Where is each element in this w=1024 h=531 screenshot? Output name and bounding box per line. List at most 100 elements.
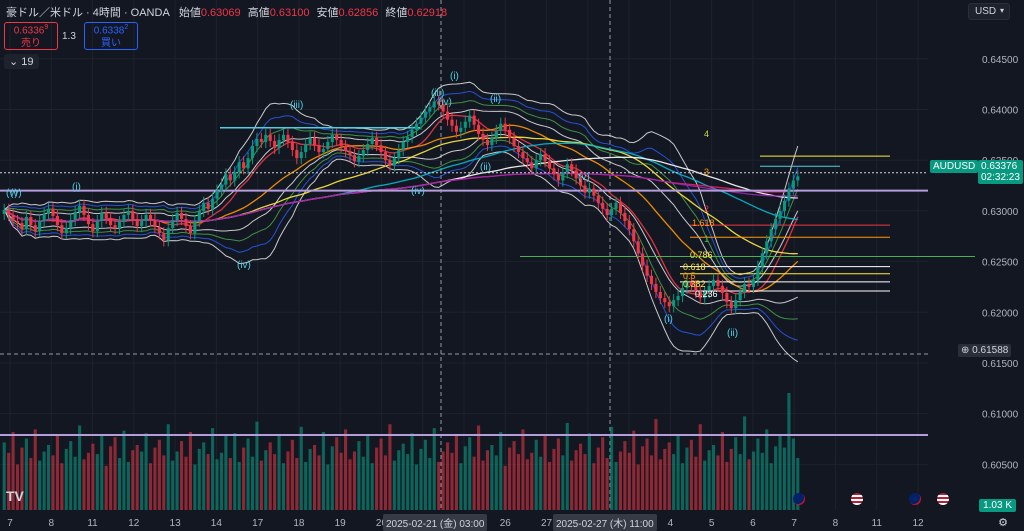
candle-body xyxy=(636,241,640,254)
australia-flag-icon[interactable] xyxy=(793,493,805,505)
volume-bar xyxy=(711,445,716,510)
candle-body xyxy=(778,210,782,220)
candle-body xyxy=(290,141,294,151)
candle-body xyxy=(459,127,463,132)
candle-body xyxy=(738,292,742,301)
candle-body xyxy=(188,226,192,234)
volume-bar xyxy=(601,437,605,510)
volume-bar xyxy=(24,438,28,510)
candle-body xyxy=(148,214,153,221)
volume-bar xyxy=(419,448,423,510)
indicators-collapse-button[interactable]: ⌄ 19 xyxy=(4,54,39,69)
volume-bar xyxy=(361,456,365,510)
volume-bar xyxy=(370,463,374,510)
volume-bar xyxy=(512,441,516,510)
candle-body xyxy=(751,279,756,287)
volume-bar xyxy=(153,447,157,510)
candle-body xyxy=(78,205,82,212)
wave-label: (iii) xyxy=(431,88,444,99)
candle-body xyxy=(211,198,215,209)
candle-body xyxy=(592,188,596,196)
chevron-down-icon: ⌄ xyxy=(9,56,19,68)
candle-body xyxy=(197,210,201,222)
candle-body xyxy=(747,283,751,287)
candle-body xyxy=(490,137,494,145)
symbol-label: AUDUSD xyxy=(933,161,976,172)
fibonacci-label: 1.618 xyxy=(692,218,715,228)
fibonacci-label: 1 xyxy=(704,234,709,244)
candle-body xyxy=(153,220,157,228)
volume-bar xyxy=(109,446,113,510)
candle-body xyxy=(171,220,175,229)
candle-body xyxy=(441,104,445,112)
candle-body xyxy=(583,185,587,193)
volume-bar xyxy=(295,458,299,510)
time-tick-label: 14 xyxy=(211,518,223,529)
wave-label: (i) xyxy=(450,71,459,82)
volume-bar xyxy=(747,459,751,510)
volume-bar xyxy=(304,461,308,510)
volume-bar xyxy=(521,429,525,510)
candle-body xyxy=(397,150,401,159)
volume-bar xyxy=(543,434,547,510)
candle-body xyxy=(680,287,685,297)
crosshair-price-tag[interactable]: ⊕ 0.61588 xyxy=(958,344,1012,357)
candle-body xyxy=(450,119,454,126)
candle-body xyxy=(277,139,281,149)
symbol-price-tag: AUDUSD xyxy=(930,160,979,173)
volume-bar xyxy=(162,455,166,510)
volume-bar xyxy=(703,460,707,510)
candle-body xyxy=(268,134,272,141)
candle-body xyxy=(131,210,135,220)
candle-body xyxy=(534,160,538,169)
candle-body xyxy=(344,146,348,152)
gear-icon[interactable]: ⚙ xyxy=(998,517,1008,529)
volume-bar xyxy=(503,465,507,510)
volume-bar xyxy=(680,463,685,510)
candle-body xyxy=(503,123,507,130)
candle-body xyxy=(561,172,565,181)
fibonacci-label: 0.5 xyxy=(683,271,696,281)
candle-body xyxy=(46,208,51,214)
buy-button[interactable]: 0.63382 買い xyxy=(84,22,138,50)
wave-label: (ii) xyxy=(727,328,738,339)
candle-body xyxy=(246,158,250,169)
volume-bar xyxy=(148,463,153,510)
candle-body xyxy=(273,140,277,149)
candle-body xyxy=(299,152,303,159)
candle-body xyxy=(7,209,11,215)
volume-bar xyxy=(286,451,290,510)
buy-price-sup: 2 xyxy=(124,24,129,32)
candle-body xyxy=(304,143,308,153)
volume-bar xyxy=(667,442,671,510)
volume-bar xyxy=(423,439,427,510)
us-flag-icon[interactable] xyxy=(937,493,949,505)
volume-bar xyxy=(317,455,321,510)
volume-bar xyxy=(383,455,388,510)
tradingview-logo-icon[interactable]: TV xyxy=(6,488,24,504)
us-flag-icon[interactable] xyxy=(851,493,863,505)
volume-bar xyxy=(791,438,795,510)
volume-bar xyxy=(468,437,472,510)
volume-bar xyxy=(344,429,348,510)
volume-bars xyxy=(2,393,800,510)
volume-bar xyxy=(242,447,246,510)
candle-body xyxy=(179,212,184,220)
candle-body xyxy=(122,214,126,223)
volume-bar xyxy=(264,450,268,510)
australia-flag-icon[interactable] xyxy=(909,493,921,505)
volume-bar xyxy=(348,459,352,510)
candle-body xyxy=(716,279,720,286)
candle-body xyxy=(64,228,68,234)
fibonacci-label: 0.236 xyxy=(695,289,718,299)
candle-body xyxy=(428,107,432,112)
candle-body xyxy=(743,283,747,293)
candle-body xyxy=(29,216,33,226)
volume-bar xyxy=(46,445,51,510)
volume-bar xyxy=(627,452,631,510)
currency-select[interactable]: USD ▾ xyxy=(968,3,1010,20)
sell-button[interactable]: 0.63369 売り xyxy=(4,22,58,50)
candle-body xyxy=(321,149,325,153)
candle-body xyxy=(667,302,671,307)
